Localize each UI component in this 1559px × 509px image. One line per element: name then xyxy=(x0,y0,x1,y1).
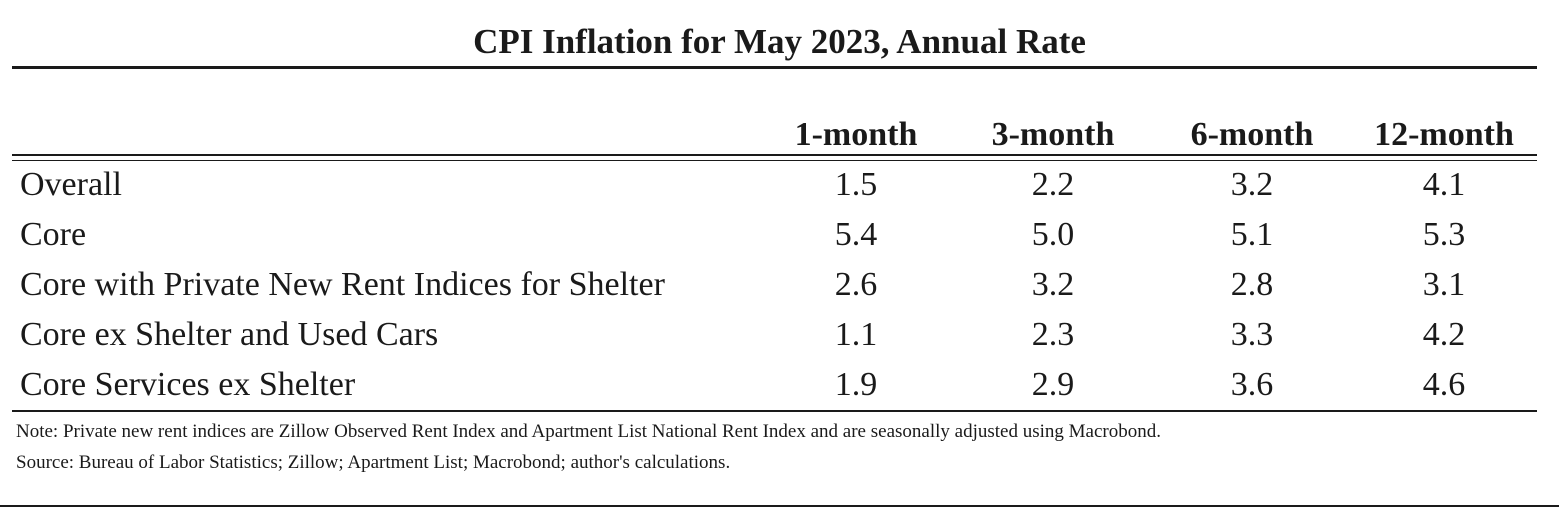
table-cell: 3.3 xyxy=(1230,316,1274,353)
table-cell: 1.1 xyxy=(834,316,878,353)
page-bottom-rule xyxy=(0,505,1559,507)
header-rule xyxy=(12,154,1537,156)
table-row-core-services-ex-shelter: Core Services ex Shelter 1.9 2.9 3.6 4.6 xyxy=(0,363,1559,413)
table-title: CPI Inflation for May 2023, Annual Rate xyxy=(473,22,1086,61)
table-row-core-ex-shelter-used-cars: Core ex Shelter and Used Cars 1.1 2.3 3.… xyxy=(0,313,1559,363)
table-cell: 3.6 xyxy=(1230,366,1274,403)
row-label: Core ex Shelter and Used Cars xyxy=(20,316,439,353)
table-cell: 5.0 xyxy=(1031,216,1075,253)
column-header-6-month: 6-month xyxy=(1190,116,1314,153)
table-cell: 1.5 xyxy=(834,166,878,203)
row-label: Overall xyxy=(20,166,122,203)
table-row-core-private-rent: Core with Private New Rent Indices for S… xyxy=(0,263,1559,313)
row-label: Core xyxy=(20,216,87,253)
table-cell: 2.6 xyxy=(834,266,878,303)
row-label: Core Services ex Shelter xyxy=(20,366,356,403)
table-cell: 4.2 xyxy=(1422,316,1466,353)
table-cell: 2.8 xyxy=(1230,266,1274,303)
table-cell: 5.1 xyxy=(1230,216,1274,253)
row-label: Core with Private New Rent Indices for S… xyxy=(20,266,665,303)
table-note: Note: Private new rent indices are Zillo… xyxy=(16,421,1161,442)
table-cell: 2.3 xyxy=(1031,316,1075,353)
table-row-core: Core 5.4 5.0 5.1 5.3 xyxy=(0,213,1559,263)
table-cell: 3.2 xyxy=(1230,166,1274,203)
table-cell: 2.2 xyxy=(1031,166,1075,203)
table-cell: 5.4 xyxy=(834,216,878,253)
header-rule-thin xyxy=(12,160,1537,161)
table-source: Source: Bureau of Labor Statistics; Zill… xyxy=(16,452,731,473)
column-header-1-month: 1-month xyxy=(794,116,918,153)
table-cell: 2.9 xyxy=(1031,366,1075,403)
table-cell: 3.1 xyxy=(1422,266,1466,303)
column-header-3-month: 3-month xyxy=(991,116,1115,153)
table-cell: 4.6 xyxy=(1422,366,1466,403)
table-row-overall: Overall 1.5 2.2 3.2 4.1 xyxy=(0,163,1559,213)
bottom-rule xyxy=(12,410,1537,412)
column-header-12-month: 12-month xyxy=(1374,116,1514,153)
top-rule xyxy=(12,66,1537,69)
table-cell: 1.9 xyxy=(834,366,878,403)
table-cell: 5.3 xyxy=(1422,216,1466,253)
table-cell: 3.2 xyxy=(1031,266,1075,303)
table-cell: 4.1 xyxy=(1422,166,1466,203)
